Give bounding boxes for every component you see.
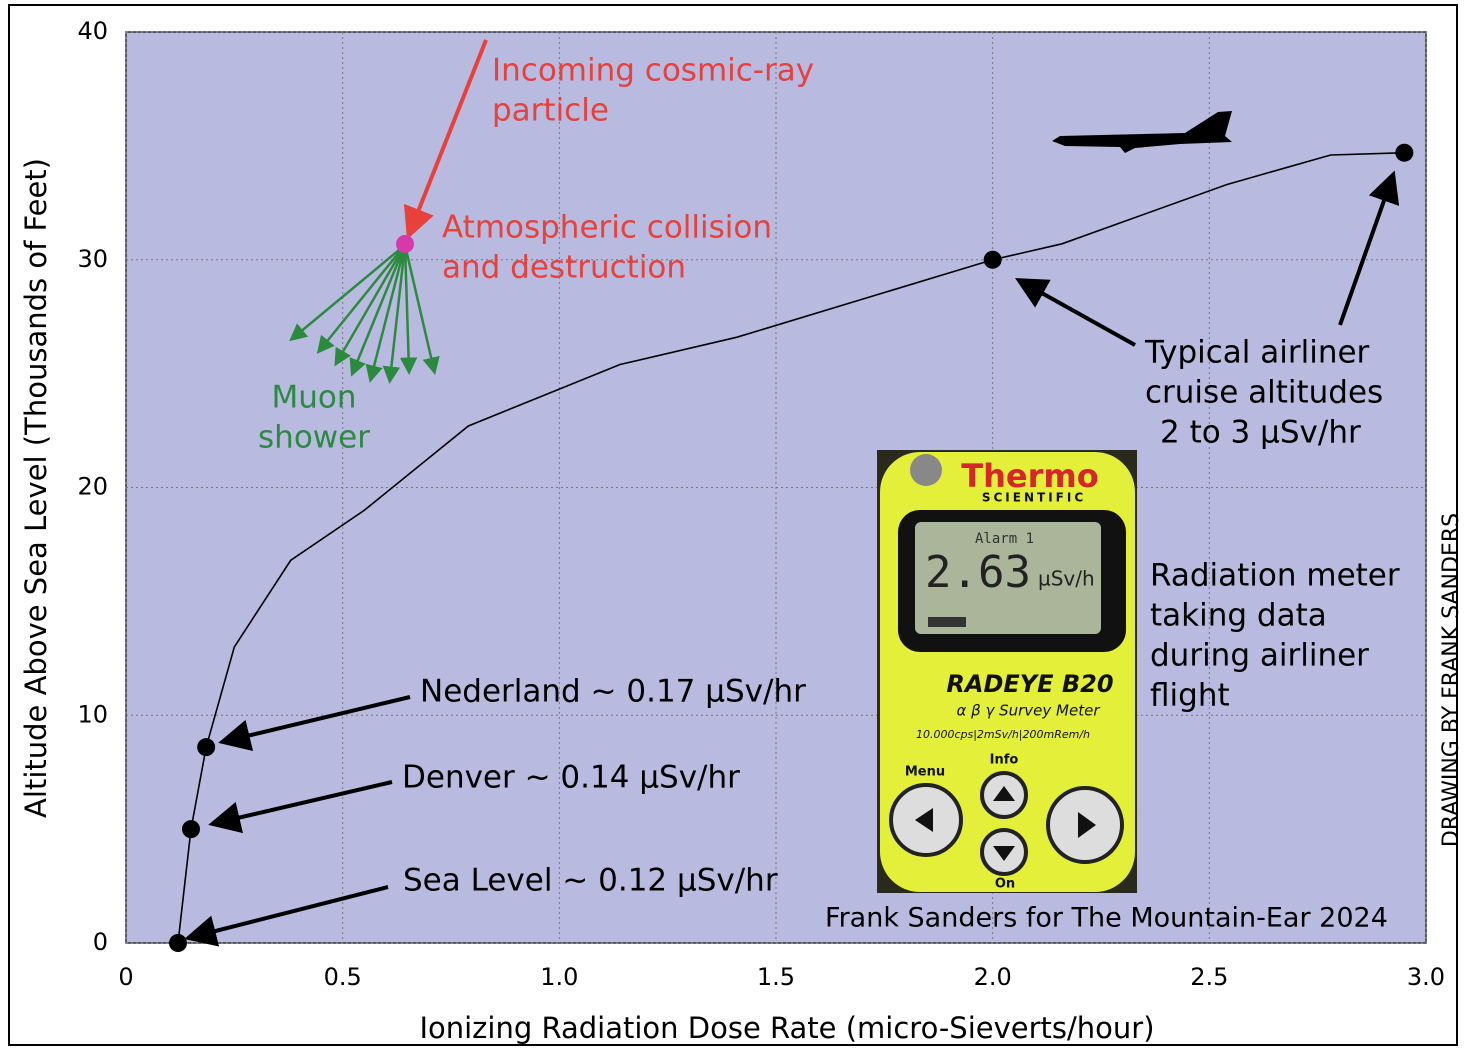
annotation: taking data xyxy=(1150,598,1327,634)
data-point xyxy=(197,738,216,757)
annotation: Radiation meter xyxy=(1150,558,1400,594)
annotation: during airliner xyxy=(1150,638,1369,674)
annotation: Denver ~ 0.14 µSv/hr xyxy=(402,760,740,796)
meter-model: RADEYE B20 xyxy=(946,670,1113,698)
x-tick-label: 1.0 xyxy=(540,963,578,991)
side-credit: DRAWING BY FRANK SANDERS xyxy=(1439,513,1464,847)
muon-arrows xyxy=(289,244,440,384)
y-tick-label: 10 xyxy=(77,700,108,728)
y-tick-label: 0 xyxy=(93,928,108,956)
data-line xyxy=(177,151,1405,944)
meter-on: On xyxy=(995,877,1015,892)
frame xyxy=(8,4,1458,1046)
x-tick-label: 1.5 xyxy=(757,963,795,991)
annotation: flight xyxy=(1150,678,1230,714)
data-point xyxy=(1395,143,1414,162)
meter-kind: α β γ Survey Meter xyxy=(956,702,1100,720)
meter-info: Info xyxy=(990,753,1019,768)
x-tick-label: 0.5 xyxy=(324,963,362,991)
annotation: 2 to 3 µSv/hr xyxy=(1160,415,1361,451)
meter-brand: Thermo xyxy=(961,457,1098,495)
annotation: shower xyxy=(258,420,370,456)
meter-unit: µSv/h xyxy=(1038,567,1095,591)
data-point xyxy=(983,250,1002,269)
annotation: Muon xyxy=(271,380,356,416)
cosmic-arrow xyxy=(403,39,488,240)
x-tick-label: 3.0 xyxy=(1407,963,1445,991)
meter-photo: Thermo SCIENTIFIC Alarm 1 2.63 µSv/h RAD… xyxy=(877,450,1137,893)
airplane xyxy=(1052,111,1232,153)
x-tick-label: 2.5 xyxy=(1190,963,1228,991)
annotation: Incoming cosmic-ray xyxy=(492,53,814,89)
annotation: Nederland ~ 0.17 µSv/hr xyxy=(420,674,806,710)
y-axis-label: Altitude Above Sea Level (Thousands of F… xyxy=(19,158,53,818)
annotation: particle xyxy=(492,93,609,129)
annotation: Sea Level ~ 0.12 µSv/hr xyxy=(403,863,778,899)
meter-sub: SCIENTIFIC xyxy=(982,491,1086,505)
annotation: Atmospheric collision xyxy=(442,210,772,246)
collision-point xyxy=(396,235,414,253)
annotation: and destruction xyxy=(442,250,686,286)
x-tick-label: 0 xyxy=(118,963,133,991)
y-tick-label: 40 xyxy=(77,17,108,45)
credit: Frank Sanders for The Mountain-Ear 2024 xyxy=(825,903,1388,934)
meter-spec: 10.000cps|2mSv/h|200mRem/h xyxy=(916,728,1090,741)
label-arrows xyxy=(184,170,1400,947)
data-point xyxy=(182,820,200,839)
y-tick-label: 20 xyxy=(77,473,108,501)
annotation: Typical airliner xyxy=(1144,335,1370,371)
x-tick-label: 2.0 xyxy=(974,963,1012,991)
y-tick-label: 30 xyxy=(77,245,108,273)
meter-menu: Menu xyxy=(905,765,945,780)
meter-reading: 2.63 xyxy=(925,547,1031,598)
x-axis-label: Ionizing Radiation Dose Rate (micro-Siev… xyxy=(419,1011,1154,1045)
data-point xyxy=(169,934,187,952)
meter-alarm: Alarm 1 xyxy=(975,531,1034,547)
annotation: cruise altitudes xyxy=(1145,375,1383,411)
